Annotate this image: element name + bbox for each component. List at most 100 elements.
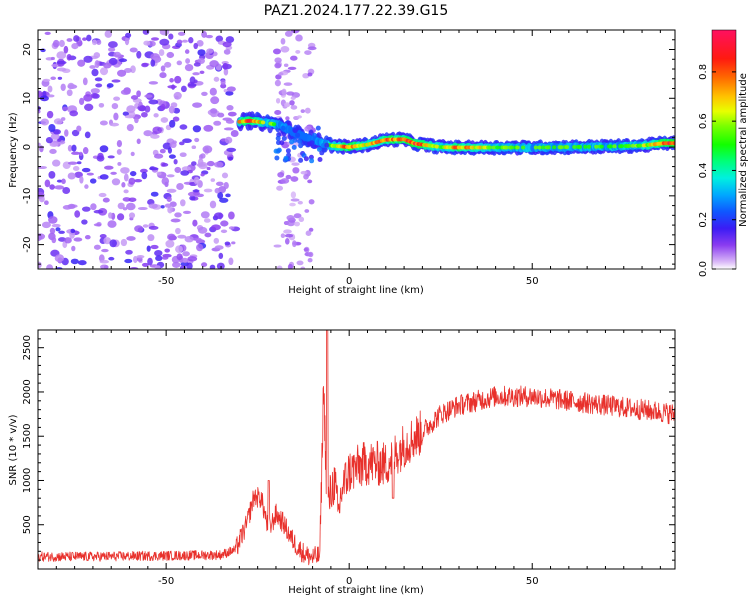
heatmap-cell [577,144,582,149]
heatmap-cell [81,206,91,212]
snr-x-tick-label: -50 [158,576,174,587]
heatmap-cell [209,60,219,68]
heatmap-cell [317,157,323,162]
heatmap-cell [126,123,134,132]
heatmap-cell [48,216,58,224]
heatmap-cell [172,261,181,268]
heatmap-cell [117,202,125,210]
heatmap-cell [60,83,66,92]
heatmap-cell [123,189,129,194]
heatmap-cell [286,215,295,221]
heatmap-cell [541,145,546,150]
heatmap-cell [217,191,224,200]
heatmap-cell [221,172,229,179]
heatmap-cell [51,236,57,244]
heatmap-cell [147,257,153,266]
heatmap-cell [287,66,297,70]
snr-series [38,330,675,566]
heatmap-cell [169,141,177,149]
heatmap-cell [150,134,160,139]
heatmap-cell [67,161,78,165]
heatmap-cell [99,174,109,180]
heatmap-cell [290,198,300,202]
heatmap-cell [583,144,588,149]
heatmap-cell [132,256,138,263]
heatmap-cell [74,210,81,218]
heatmap-cell [319,150,325,156]
heatmap-cell [285,116,290,121]
heatmap-cell [70,228,76,234]
heatmap-cell [42,78,51,82]
heatmap-cell [56,60,67,65]
heatmap-cell [297,138,303,144]
heatmap-cell [305,230,312,236]
heatmap-cell [166,188,177,193]
heatmap-cell [284,237,290,245]
heatmap-cell [120,167,130,174]
heatmap-cell [214,245,224,250]
heatmap-cell [52,159,61,167]
colorbar: 0.0 0.2 0.4 0.6 0.8 Normalized spectral ampl… [698,29,749,277]
heatmap-cell [73,237,83,242]
heatmap-cell [594,144,599,149]
heatmap-cell [177,31,186,36]
snr-y-tick-label: 1000 [22,468,33,493]
heatmap-cell [71,42,79,50]
heatmap-cell [192,102,203,108]
heatmap-cell [219,197,229,203]
heatmap-cell [201,91,208,97]
heatmap-cell [86,34,92,42]
spectrogram-heatmap [38,30,675,269]
heatmap-cell [124,68,132,73]
heatmap-cell [197,226,208,234]
heatmap-cell [46,110,54,119]
heatmap-cell [49,184,55,190]
heatmap-cell [86,172,94,176]
heatmap-cell [303,173,309,180]
heatmap-cell [134,116,139,124]
heatmap-cell [121,182,126,188]
heatmap-cell [62,205,72,210]
heatmap-cell [304,50,312,55]
heatmap-cell [220,220,229,227]
heatmap-cell [62,186,71,195]
heatmap-cell [213,161,224,168]
heatmap-cell [38,195,45,203]
heatmap-cell [107,220,117,228]
heatmap-cell [206,160,215,167]
heatmap-cell [180,199,186,207]
heatmap-cell [202,145,213,154]
heatmap-cell [187,83,197,87]
heatmap-cell [103,62,112,69]
heatmap-cell [223,68,229,76]
heatmap-cell [275,74,282,80]
heatmap-cell [225,119,235,124]
heatmap-cell [49,148,57,154]
heatmap-cell [154,249,163,257]
heatmap-cell [144,94,153,98]
heatmap-cell [169,78,174,83]
heatmap-cell [93,223,102,227]
heatmap-cell [283,82,293,86]
heatmap-cell [99,67,109,76]
heatmap-cell [228,226,235,230]
heatmap-cell [113,112,119,121]
heatmap-cell [56,179,63,183]
heatmap-cell [159,148,166,154]
heatmap-cell [124,37,130,46]
heatmap-cell [77,59,86,67]
heatmap-cell [90,203,97,211]
heatmap-cell [225,36,235,44]
colorbar-gradient [711,29,737,270]
heatmap-cell [82,37,87,41]
heatmap-cell [192,125,202,133]
heatmap-cell [55,227,61,232]
heatmap-cell [228,257,234,266]
heatmap-cell [284,233,294,238]
heatmap-cell [161,177,170,186]
heatmap-cell [298,157,304,163]
heatmap-cell [77,260,87,266]
heatmap-cell [155,255,163,262]
heatmap-cell [141,171,148,180]
